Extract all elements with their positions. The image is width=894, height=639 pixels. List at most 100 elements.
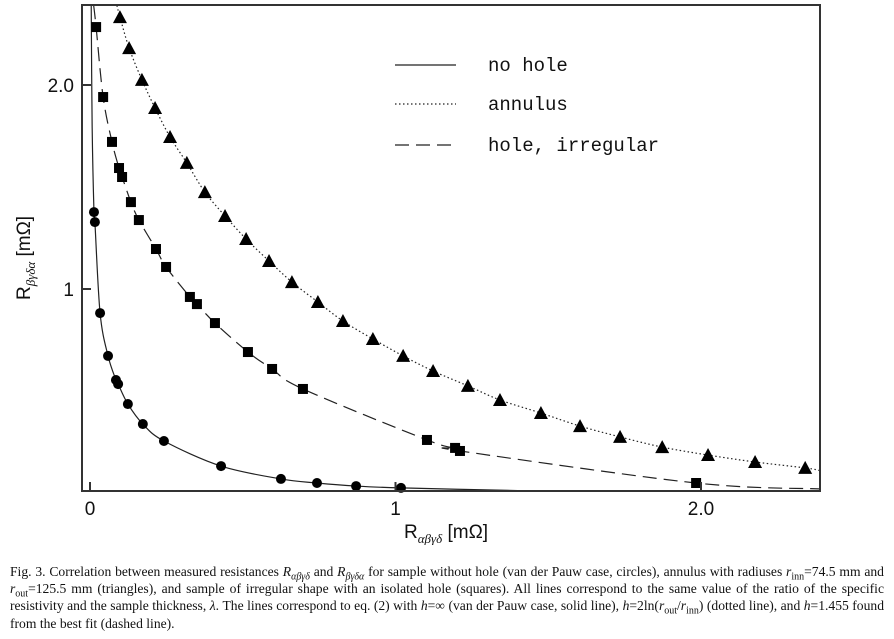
triangle-point — [701, 448, 716, 462]
square-point — [209, 318, 220, 329]
caption-text: Fig. 3. Correlation between measured res… — [10, 564, 283, 579]
plot-frame — [81, 4, 821, 492]
caption-text: out — [15, 588, 29, 600]
caption-text: ) (dotted line), and — [698, 598, 804, 614]
circle-point — [95, 308, 106, 319]
caption-text: αβγδ — [291, 571, 310, 583]
triangle-point — [310, 295, 325, 309]
x-axis-label: Rαβγδ [mΩ] — [404, 522, 488, 545]
square-point — [691, 478, 702, 489]
circle-point — [158, 435, 169, 446]
fit-curves — [90, 6, 819, 490]
triangle-point — [613, 429, 628, 443]
circle-point — [311, 478, 322, 489]
square-point — [267, 363, 278, 374]
square-point — [98, 92, 109, 103]
caption-text: =125.5 mm (triangles), and sample of irr… — [10, 581, 884, 614]
triangle-point — [748, 454, 763, 468]
caption-text: h — [420, 598, 428, 614]
square-point — [242, 347, 253, 358]
triangle-point — [218, 208, 233, 222]
caption-text: for sample without hole (van der Pauw ca… — [364, 564, 787, 579]
y-tick-label: 1 — [63, 280, 74, 301]
legend: no hole annulus hole, irregular — [395, 55, 659, 157]
caption-text: h — [622, 598, 630, 614]
triangle-point — [492, 392, 507, 406]
triangle-point — [122, 41, 137, 55]
triangle-point — [179, 155, 194, 169]
triangle-point — [396, 348, 411, 362]
circle-point — [103, 350, 114, 361]
dashed-fit-line — [93, 6, 819, 490]
caption-text: inn — [686, 606, 699, 618]
legend-label: hole, irregular — [488, 135, 659, 157]
triangle-point — [655, 440, 670, 454]
caption-text: R — [337, 564, 346, 579]
square-point — [106, 136, 117, 147]
triangle-point — [262, 254, 277, 268]
circle-point — [216, 461, 227, 472]
caption-text: R — [282, 564, 292, 579]
caption-text: =∞ (van der Pauw case, solid line), — [427, 598, 623, 614]
legend-label: no hole — [488, 55, 568, 77]
caption-text: inn — [791, 571, 805, 583]
x-tick-label: 0 — [85, 499, 96, 520]
caption-text: =1.455 found from the best fit (dashed l… — [10, 598, 884, 631]
square-point — [91, 22, 102, 33]
square-point — [114, 163, 125, 174]
square-point — [454, 445, 465, 456]
triangle-point — [134, 72, 149, 86]
square-point — [161, 261, 172, 272]
triangle-point — [112, 10, 127, 24]
square-point — [117, 172, 128, 183]
circle-point — [113, 379, 124, 390]
circle-point — [137, 419, 148, 430]
triangle-point — [426, 364, 441, 378]
caption-text: r — [786, 564, 792, 579]
x-tick-label: 2.0 — [688, 499, 714, 520]
triangle-point — [197, 185, 212, 199]
caption-text: out — [664, 606, 678, 618]
caption-text: . The lines correspond to eq. (2) with — [215, 598, 421, 614]
triangle-point — [335, 314, 350, 328]
caption-text: r — [658, 598, 665, 614]
square-point — [297, 383, 308, 394]
legend-label: annulus — [488, 94, 568, 116]
data-markers — [88, 10, 813, 493]
triangle-point — [239, 232, 254, 246]
y-axis-label: Rβγδα [mΩ] — [14, 216, 38, 300]
dotted-fit-line — [116, 6, 819, 471]
triangle-point — [163, 130, 178, 144]
caption-text: βγδα — [345, 571, 365, 583]
circle-point — [275, 473, 286, 484]
caption-text: / — [677, 598, 681, 614]
y-tick-label: 2.0 — [48, 76, 74, 97]
circle-point — [89, 217, 100, 228]
triangle-point — [573, 419, 588, 433]
square-point — [133, 215, 144, 226]
triangle-point — [460, 378, 475, 392]
caption-text: r — [680, 598, 687, 614]
x-tick-label: 1 — [390, 499, 401, 520]
figure-caption: Fig. 3. Correlation between measured res… — [10, 563, 884, 632]
triangle-point — [365, 331, 380, 345]
circle-point — [351, 481, 362, 492]
caption-text: and — [309, 564, 338, 579]
square-point — [150, 244, 161, 255]
circle-point — [88, 207, 99, 218]
circle-point — [122, 399, 133, 410]
caption-text: λ — [209, 598, 216, 614]
triangle-point — [533, 406, 548, 420]
caption-text: h — [803, 598, 811, 614]
square-point — [184, 291, 195, 302]
square-point — [421, 434, 432, 445]
caption-text: r — [10, 581, 16, 597]
caption-text: =2ln( — [629, 598, 659, 614]
triangle-point — [148, 101, 163, 115]
triangle-point — [284, 275, 299, 289]
caption-text: =74.5 mm and — [804, 564, 884, 579]
axis-ticks: 0 1 2.0 1 2.0 — [48, 76, 715, 520]
square-point — [191, 299, 202, 310]
triangle-point — [798, 460, 813, 474]
